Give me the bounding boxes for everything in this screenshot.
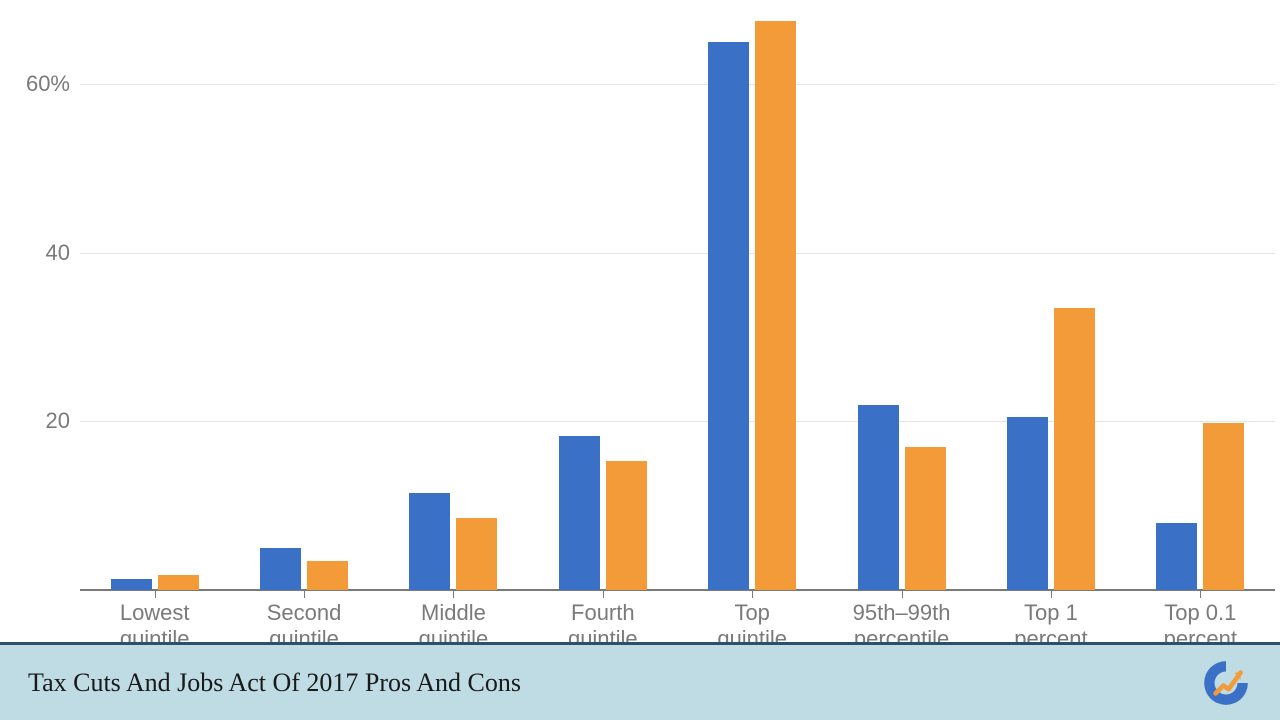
x-tick-mark [304, 590, 305, 598]
bar [1054, 308, 1095, 590]
x-tick-mark [902, 590, 903, 598]
bar [1203, 423, 1244, 590]
site-logo [1200, 657, 1252, 709]
grid-line [80, 421, 1275, 422]
grid-line [80, 84, 1275, 85]
bar [708, 42, 749, 590]
bar [1007, 417, 1048, 590]
x-tick-mark [752, 590, 753, 598]
x-tick-mark [603, 590, 604, 598]
bar [858, 405, 899, 590]
y-tick-label: 20 [46, 408, 70, 434]
x-tick-mark [453, 590, 454, 598]
bar [307, 561, 348, 591]
bar [606, 461, 647, 590]
plot-region [80, 0, 1275, 590]
logo-g-shape [1204, 661, 1248, 705]
grid-line [80, 253, 1275, 254]
page-title: Tax Cuts And Jobs Act Of 2017 Pros And C… [28, 668, 521, 698]
footer-bar: Tax Cuts And Jobs Act Of 2017 Pros And C… [0, 642, 1280, 720]
x-tick-mark [155, 590, 156, 598]
bar [755, 21, 796, 590]
bar [559, 436, 600, 590]
bar [260, 548, 301, 590]
bar [409, 493, 450, 590]
bar [111, 579, 152, 590]
bar [905, 447, 946, 590]
x-tick-mark [1200, 590, 1201, 598]
x-tick-mark [1051, 590, 1052, 598]
chart-area: 204060%Lowest quintileSecond quintileMid… [0, 0, 1280, 642]
bar [456, 518, 497, 590]
bar [1156, 523, 1197, 590]
y-tick-label: 60% [26, 71, 70, 97]
y-tick-label: 40 [46, 240, 70, 266]
bar [158, 575, 199, 590]
